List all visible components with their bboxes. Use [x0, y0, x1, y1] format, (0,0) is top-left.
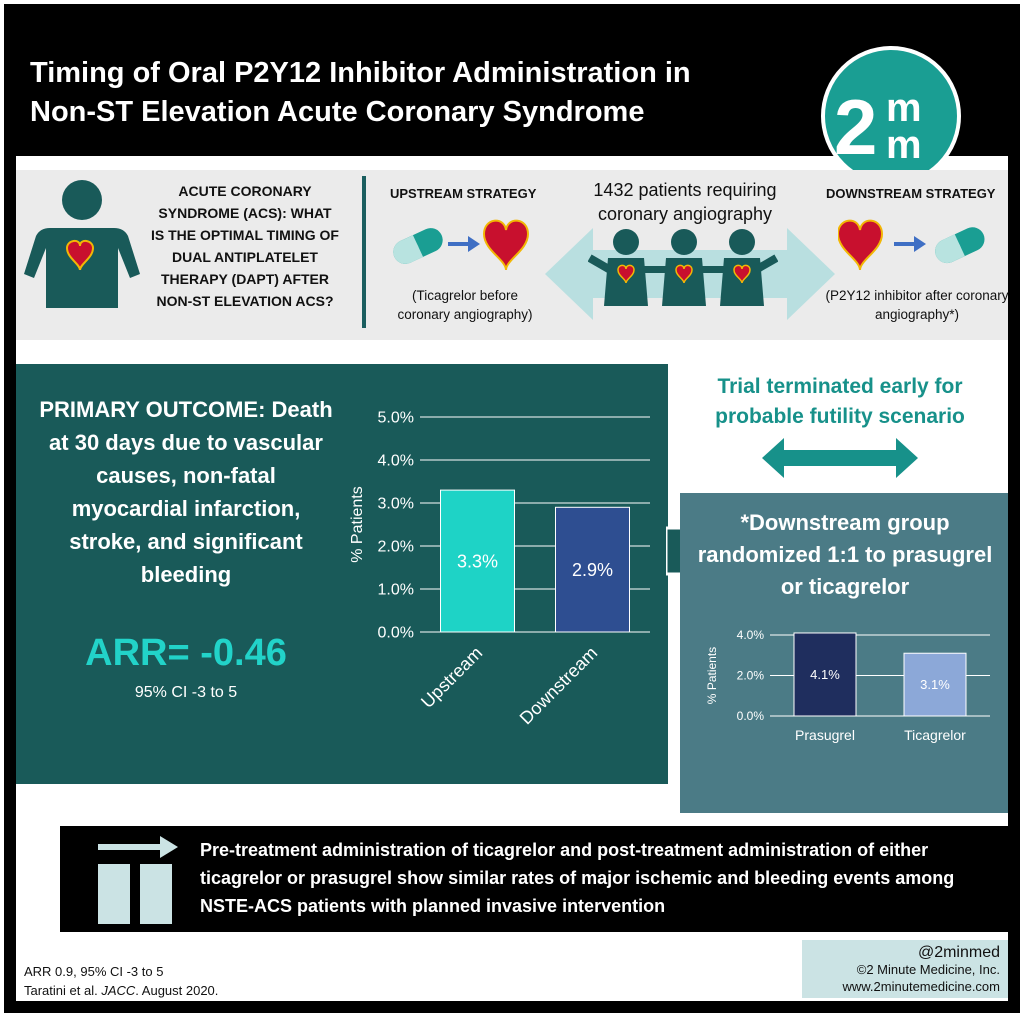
x-tick-label: Downstream [516, 643, 602, 729]
primary-outcome-chart: 0.0% 1.0% 2.0% 3.0% 4.0% 5.0% % Patients 3.3% Up… [349, 410, 650, 729]
reference: ARR 0.9, 95% CI -3 to 5 Taratini et al. … [24, 962, 218, 1000]
y-tick-label: 0.0% [378, 625, 414, 642]
primary-outcome-heading: PRIMARY OUTCOME: Death at 30 days due to… [39, 397, 333, 587]
y-tick-label: 0.0% [737, 709, 765, 723]
downstream-chart: 0.0% 2.0% 4.0% % Patients 4.1% Prasugrel 3.1% T… [705, 628, 990, 743]
x-tick-label: Upstream [417, 643, 486, 712]
upstream-strategy-title: UPSTREAM STRATEGY [390, 186, 537, 201]
y-tick-label: 3.0% [378, 496, 414, 513]
svg-text:m: m [886, 86, 922, 130]
data-label: 3.1% [920, 677, 950, 692]
pill-to-heart-icon [393, 219, 530, 271]
y-tick-label: 5.0% [378, 410, 414, 427]
heart-to-pill-icon [838, 219, 985, 271]
patients-count: 1432 patients requiring coronary angiogr… [593, 180, 777, 224]
2m-logo: 2 m m [821, 46, 961, 176]
conclusion-bar [60, 826, 1008, 932]
downstream-strategy-title: DOWNSTREAM STRATEGY [826, 186, 996, 201]
ci-value: 95% CI -3 to 5 [134, 684, 238, 701]
y-axis-label: % Patients [705, 647, 719, 704]
arr-value: ARR= -0.46 [85, 632, 287, 674]
data-label: 4.1% [810, 667, 840, 682]
title-line-2: Non-ST Elevation Acute Coronary Syndrome [30, 96, 645, 128]
y-tick-label: 2.0% [737, 669, 765, 683]
x-tick-label: Ticagrelor [904, 727, 966, 743]
reference-journal: JACC [101, 983, 136, 998]
reference-line-2: Taratini et al. JACC. August 2020. [24, 981, 218, 1000]
page-title: Timing of Oral P2Y12 Inhibitor Administr… [30, 54, 790, 132]
y-tick-label: 4.0% [737, 628, 765, 642]
data-label: 2.9% [572, 560, 613, 580]
acs-question: ACUTE CORONARY SYNDROME (ACS): WHAT IS T… [151, 183, 339, 309]
bar [440, 489, 515, 633]
data-label: 3.3% [457, 551, 498, 571]
reference-date: . August 2020. [135, 983, 219, 998]
bar [555, 506, 630, 633]
y-axis-label: % Patients [349, 486, 366, 562]
bar [793, 632, 857, 717]
trial-terminated-note: Trial terminated early for probable futi… [715, 375, 965, 428]
upstream-note: (Ticagrelor before coronary angiography) [397, 288, 533, 322]
three-patients-icon [588, 229, 778, 306]
x-tick-label: Prasugrel [795, 727, 855, 743]
y-tick-label: 2.0% [378, 539, 414, 556]
credit-box: @2minmed ©2 Minute Medicine, Inc. www.2m… [802, 940, 1008, 998]
copyright: ©2 Minute Medicine, Inc. [856, 962, 1000, 977]
reference-line-1: ARR 0.9, 95% CI -3 to 5 [24, 964, 164, 979]
patient-heart-icon [24, 180, 140, 308]
title-line-1: Timing of Oral P2Y12 Inhibitor Administr… [30, 57, 691, 89]
svg-text:2: 2 [834, 83, 877, 171]
band-divider [362, 176, 366, 328]
double-arrow-icon [762, 438, 918, 478]
downstream-randomization-note: *Downstream group randomized 1:1 to pras… [697, 510, 993, 599]
website-link[interactable]: www.2minutemedicine.com [842, 979, 1000, 994]
twitter-handle: @2minmed [917, 944, 1000, 961]
downstream-note: (P2Y12 inhibitor after coronary angiogra… [825, 288, 1009, 322]
reference-authors: Taratini et al. [24, 983, 102, 998]
conclusion-text: Pre-treatment administration of ticagrel… [200, 840, 955, 916]
y-tick-label: 4.0% [378, 453, 414, 470]
conclusion-icon [98, 836, 178, 924]
bar [903, 652, 967, 717]
svg-text:m: m [886, 123, 922, 167]
y-tick-label: 1.0% [378, 582, 414, 599]
